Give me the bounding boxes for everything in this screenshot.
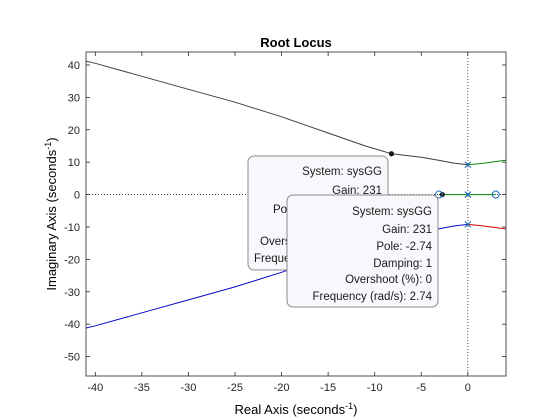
x-axis-label-exponent: -1 xyxy=(345,401,353,411)
y-axis-ticks: -50 -40 -30 -20 -10 0 10 20 30 40 xyxy=(64,60,506,364)
datatip-1-system: System: sysGG xyxy=(302,166,382,178)
y-tick-label: -10 xyxy=(64,222,80,234)
x-tick-label: -30 xyxy=(180,382,196,394)
datatip-2-pole: Pole: -2.74 xyxy=(376,241,432,253)
x-tick-label: -10 xyxy=(367,382,383,394)
y-axis-label-close: ) xyxy=(44,137,59,141)
datatip-2-gain: Gain: 231 xyxy=(382,224,432,236)
x-tick-label: -25 xyxy=(227,382,243,394)
y-tick-label: 20 xyxy=(68,125,80,137)
y-axis-label-exponent: -1 xyxy=(43,142,53,150)
y-tick-label: 10 xyxy=(68,157,80,169)
zero-marker-2 xyxy=(434,190,443,199)
y-tick-label: 40 xyxy=(68,60,80,72)
axes-box xyxy=(85,51,507,377)
datatip-2-damping: Damping: 1 xyxy=(373,258,432,270)
y-tick-label: 30 xyxy=(68,92,80,104)
y-axis-label-text: Imaginary Axis (seconds xyxy=(44,149,59,290)
pole-zero-markers xyxy=(388,151,500,228)
x-tick-label: -40 xyxy=(87,382,103,394)
x-tick-label: -15 xyxy=(320,382,336,394)
x-tick-label: -35 xyxy=(134,382,150,394)
datatip-2-overshoot: Overshoot (%): 0 xyxy=(345,274,432,286)
datatip-2-box xyxy=(286,194,439,308)
x-tick-label: -5 xyxy=(416,382,426,394)
locus-branch-1 xyxy=(85,60,468,166)
pole-marker-3 xyxy=(464,191,472,198)
locus-branch-3 xyxy=(467,159,507,166)
datatip-2-system: System: sysGG xyxy=(352,206,432,218)
y-tick-label: -20 xyxy=(64,254,80,266)
y-tick-label: -50 xyxy=(64,352,80,364)
pole-marker-1 xyxy=(464,161,472,169)
zero-marker-1 xyxy=(491,190,500,199)
datatip-2-frequency: Frequency (rad/s): 2.74 xyxy=(312,291,432,303)
datatip-1-frequency: Freque xyxy=(254,253,290,265)
datatip-2[interactable]: System: sysGG Gain: 231 Pole: -2.74 Damp… xyxy=(286,194,439,308)
datatip-1-overshoot: Overs xyxy=(260,236,291,248)
y-tick-label: -30 xyxy=(64,287,80,299)
x-tick-label: -20 xyxy=(274,382,290,394)
datatip-1-gain: Gain: 231 xyxy=(332,185,382,197)
x-tick-label: 0 xyxy=(465,382,471,394)
y-tick-label: -40 xyxy=(64,319,80,331)
datatip-marker-1[interactable] xyxy=(388,151,395,157)
pole-marker-2 xyxy=(464,220,472,228)
x-axis-label: Real Axis (seconds-1) xyxy=(235,401,358,417)
x-axis-label-text: Real Axis (seconds xyxy=(235,402,346,417)
y-tick-label: 0 xyxy=(74,190,80,202)
y-axis-label: Imaginary Axis (seconds-1) xyxy=(43,137,59,290)
chart-title: Root Locus xyxy=(260,35,332,50)
x-axis-label-close: ) xyxy=(353,402,357,417)
locus-branch-4 xyxy=(467,223,507,230)
x-axis-ticks: -40 -35 -30 -25 -20 -15 -10 -5 0 xyxy=(87,52,471,394)
